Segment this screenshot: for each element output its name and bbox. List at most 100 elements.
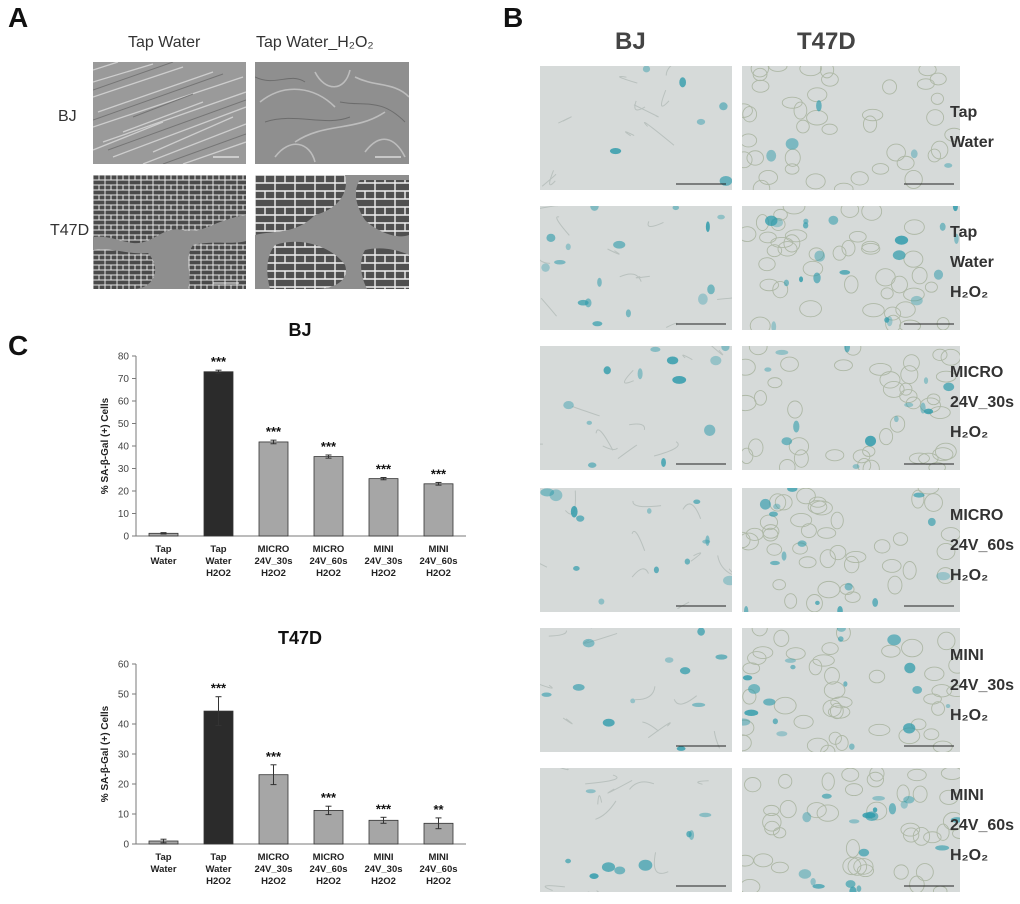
x-tick-label: MICRO (258, 544, 290, 555)
x-tick-label: 24V_60s (419, 864, 457, 875)
x-tick-label: H2O2 (316, 876, 341, 887)
panel-b-condition-line: H₂O₂ (950, 284, 989, 301)
bar-3 (258, 441, 289, 537)
x-tick-label: Water (205, 864, 231, 875)
bar-3 (258, 774, 289, 845)
x-tick-label: H2O2 (371, 568, 396, 579)
panel-b-letter: B (503, 2, 524, 33)
panel-b-condition-line: Tap (950, 104, 978, 121)
y-tick-label: 0 (123, 532, 129, 543)
x-tick-label: Water (150, 864, 176, 875)
micrograph-bj-row-5 (540, 628, 732, 752)
x-tick-label: MICRO (313, 852, 345, 863)
micrograph-bj-tap-water (93, 62, 246, 164)
micrograph-t47d-row-4 (742, 488, 960, 612)
panel-b-condition-6: MINI 24V_60s H₂O₂ (950, 781, 1014, 871)
y-tick-label: 20 (118, 487, 130, 498)
x-tick-label: Tap (155, 852, 171, 863)
chart-title-t47d: T47D (277, 628, 322, 648)
y-tick-label: 30 (118, 750, 130, 761)
panel-b-condition-line: 24V_30s (950, 677, 1015, 694)
chart-title-bj: BJ (288, 320, 312, 340)
significance-label: *** (321, 790, 337, 805)
x-tick-label: 24V_60s (309, 864, 347, 875)
chart-t47d: % SA-β-Gal (+) Cells0102030405060TapWate… (100, 660, 466, 887)
micrograph-t47d-row-5 (742, 628, 960, 752)
bar-6 (423, 483, 454, 537)
significance-label: *** (431, 466, 447, 481)
x-tick-label: MICRO (258, 852, 290, 863)
y-tick-label: 50 (118, 419, 130, 430)
micrograph-t47d-tap-water-h2o2 (255, 175, 409, 289)
significance-label: *** (266, 749, 282, 764)
y-tick-label: 10 (118, 810, 130, 821)
bar-2 (203, 371, 234, 537)
panel-b-condition-line: H₂O₂ (950, 847, 989, 864)
x-tick-label: MICRO (313, 544, 345, 555)
x-tick-label: Water (150, 556, 176, 567)
panel-a-col-tap-water: Tap Water (128, 34, 201, 51)
x-tick-label: Tap (210, 544, 226, 555)
panel-b-condition-line: Water (950, 134, 994, 151)
x-tick-label: 24V_60s (419, 556, 457, 567)
y-tick-label: 40 (118, 720, 130, 731)
panel-b-condition-line: H₂O₂ (950, 567, 989, 584)
bar-2 (203, 710, 234, 845)
panel-b-condition-5: MINI 24V_30s H₂O₂ (950, 641, 1014, 731)
panel-b-condition-line: Water (950, 254, 994, 271)
y-axis-label: % SA-β-Gal (+) Cells (100, 705, 111, 802)
bar-4 (313, 456, 344, 537)
y-tick-label: 70 (118, 374, 130, 385)
x-tick-label: MINI (428, 544, 448, 555)
micrograph-t47d-row-6 (742, 768, 960, 892)
bar-5 (368, 819, 399, 845)
x-tick-label: H2O2 (371, 876, 396, 887)
x-tick-label: Water (205, 556, 231, 567)
y-tick-label: 10 (118, 509, 130, 520)
panel-b-condition-line: MINI (950, 647, 984, 664)
significance-label: *** (266, 424, 282, 439)
panel-a-row-t47d: T47D (50, 222, 90, 239)
x-tick-label: 24V_30s (254, 556, 292, 567)
x-tick-label: Tap (155, 544, 171, 555)
y-tick-label: 30 (118, 464, 130, 475)
panel-b-condition-2: Tap Water H₂O₂ (950, 218, 994, 308)
panel-b-condition-line: H₂O₂ (950, 707, 989, 724)
x-tick-label: H2O2 (206, 568, 231, 579)
y-axis-label: % SA-β-Gal (+) Cells (100, 397, 111, 494)
panel-b-condition-line: 24V_30s (950, 394, 1015, 411)
x-tick-label: H2O2 (426, 568, 451, 579)
micrograph-bj-row-3 (540, 346, 732, 470)
y-tick-label: 60 (118, 397, 130, 408)
x-tick-label: 24V_30s (254, 864, 292, 875)
panel-b-condition-line: H₂O₂ (950, 424, 989, 441)
panel-a-row-bj: BJ (58, 108, 77, 125)
micrograph-bj-row-6 (540, 768, 732, 892)
y-tick-label: 80 (118, 352, 130, 363)
y-tick-label: 0 (123, 840, 129, 851)
panel-c-letter: C (8, 330, 29, 361)
x-tick-label: 24V_30s (364, 556, 402, 567)
panel-b-condition-line: 24V_60s (950, 817, 1015, 834)
significance-label: *** (376, 801, 392, 816)
x-tick-label: H2O2 (426, 876, 451, 887)
x-tick-label: 24V_60s (309, 556, 347, 567)
panel-b-col-bj: BJ (615, 28, 646, 55)
significance-label: ** (433, 802, 444, 817)
y-tick-label: 20 (118, 780, 130, 791)
significance-label: *** (321, 439, 337, 454)
micrograph-t47d-row-3 (742, 346, 960, 470)
y-tick-label: 60 (118, 660, 130, 671)
x-tick-label: 24V_30s (364, 864, 402, 875)
panel-b-condition-line: MICRO (950, 507, 1004, 524)
panel-b-col-t47d: T47D (797, 28, 856, 55)
micrograph-t47d-row-2 (742, 206, 960, 330)
panel-a-col-tap-water-h2o2: Tap Water_H₂O₂ (256, 34, 374, 51)
chart-bj: % SA-β-Gal (+) Cells 0 10 20 30 40 50 60 70 80 Tap… (100, 352, 466, 579)
micrograph-t47d-row-1 (742, 66, 960, 190)
y-tick-label: 40 (118, 442, 130, 453)
bar-5 (368, 478, 399, 537)
bar-4 (313, 809, 344, 845)
x-tick-label: MINI (373, 852, 393, 863)
micrograph-bj-row-1 (540, 66, 732, 190)
